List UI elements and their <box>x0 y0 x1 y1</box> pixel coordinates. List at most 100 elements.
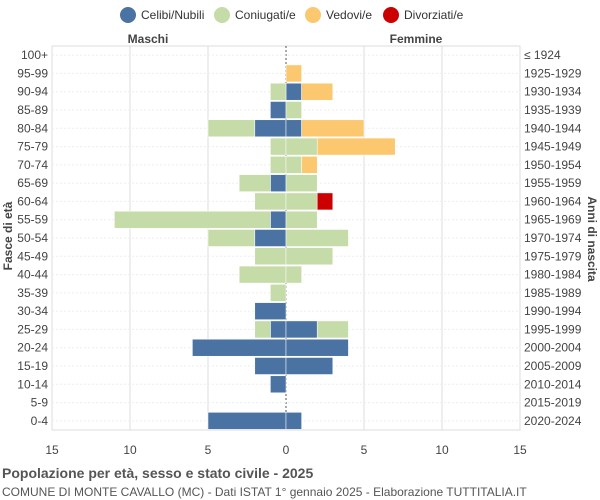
age-group-label: 0-4 <box>31 414 49 428</box>
chart-title: Popolazione per età, sesso e stato civil… <box>2 465 313 481</box>
bar-female-80-84-Celibi/Nubili <box>285 119 302 138</box>
birth-year-label: 1935-1939 <box>524 103 582 117</box>
bar-male-85-89-Celibi/Nubili <box>270 101 287 119</box>
bar-male-50-54-Celibi/Nubili <box>254 229 287 247</box>
legend-item: Coniugati/e <box>214 7 296 23</box>
bars <box>114 64 396 430</box>
bar-female-80-84-Vedovi/e <box>301 119 365 138</box>
x-tick-label: 5 <box>205 443 212 457</box>
birth-year-label: 1965-1969 <box>524 213 582 227</box>
birth-year-label: 1930-1934 <box>524 85 582 99</box>
legend-swatch <box>214 7 230 23</box>
bar-male-65-69-Celibi/Nubili <box>270 174 287 192</box>
age-group-label: 55-59 <box>17 213 48 227</box>
birth-year-label: 2005-2009 <box>524 359 582 373</box>
bar-female-25-29-Coniugati/e <box>316 320 349 339</box>
age-group-label: 70-74 <box>17 158 48 172</box>
bar-female-0-4-Celibi/Nubili <box>285 412 302 430</box>
bar-male-0-4-Celibi/Nubili <box>207 412 287 430</box>
bar-female-75-79-Vedovi/e <box>316 137 396 156</box>
bar-female-90-94-Vedovi/e <box>301 82 334 101</box>
x-tick-label: 0 <box>283 443 290 457</box>
birth-year-label: 2010-2014 <box>524 377 582 391</box>
legend-item: Vedovi/e <box>305 7 372 23</box>
birth-year-label: 1945-1949 <box>524 140 582 154</box>
bar-female-45-49-Coniugati/e <box>285 247 334 266</box>
bar-male-65-69-Coniugati/e <box>238 174 271 192</box>
females-side-label: Femmine <box>390 32 443 46</box>
bar-male-75-79-Coniugati/e <box>270 137 287 156</box>
birth-year-label: 2015-2019 <box>524 396 582 410</box>
bar-female-60-64-Divorziati/e <box>316 192 334 211</box>
bar-male-60-64-Coniugati/e <box>254 192 287 211</box>
birth-year-labels: ≤ 1924 1925-1929 1930-1934 1935-1939 1940-19… <box>524 48 582 428</box>
bar-female-50-54-Coniugati/e <box>285 229 349 247</box>
bar-male-55-59-Coniugati/e <box>114 210 271 229</box>
bar-male-70-74-Coniugati/e <box>270 156 287 174</box>
age-group-label: 35-39 <box>17 286 48 300</box>
x-tick-label: 15 <box>513 443 527 457</box>
bar-female-15-19-Celibi/Nubili <box>285 357 334 375</box>
birth-year-label: 1950-1954 <box>524 158 582 172</box>
bar-male-80-84-Celibi/Nubili <box>254 119 287 138</box>
bar-male-80-84-Coniugati/e <box>207 119 256 138</box>
bar-male-50-54-Coniugati/e <box>207 229 256 247</box>
age-group-label: 25-29 <box>17 322 48 336</box>
age-group-label: 30-34 <box>17 304 48 318</box>
bar-male-30-34-Celibi/Nubili <box>254 302 287 320</box>
legend-swatch <box>383 7 399 23</box>
legend-item: Divorziati/e <box>383 7 464 23</box>
age-group-label: 45-49 <box>17 249 48 263</box>
legend-label: Coniugati/e <box>235 8 296 22</box>
bar-male-55-59-Celibi/Nubili <box>270 210 287 229</box>
age-group-label: 40-44 <box>17 268 48 282</box>
age-group-labels: 100+ 95-99 90-94 85-89 80-84 75-79 70-74 65-69 6… <box>17 48 48 428</box>
x-tick-labels: 15 10 5 0 5 10 15 <box>45 443 527 457</box>
x-tick-label: 5 <box>361 443 368 457</box>
x-tick-label: 10 <box>435 443 449 457</box>
legend-swatch <box>120 7 136 23</box>
x-tick-label: 15 <box>45 443 59 457</box>
birth-year-label: 1975-1979 <box>524 249 582 263</box>
age-group-label: 60-64 <box>17 194 48 208</box>
bar-male-25-29-Coniugati/e <box>254 320 271 339</box>
age-group-label: 100+ <box>21 48 48 62</box>
birth-year-label: 2020-2024 <box>524 414 582 428</box>
bar-female-95-99-Vedovi/e <box>285 64 302 83</box>
legend-swatch <box>305 7 321 23</box>
birth-year-label: 1955-1959 <box>524 176 582 190</box>
bar-male-10-14-Celibi/Nubili <box>270 375 287 394</box>
legend-item: Celibi/Nubili <box>120 7 204 23</box>
x-tick-label: 10 <box>123 443 137 457</box>
bar-female-60-64-Coniugati/e <box>285 192 318 211</box>
bar-female-20-24-Celibi/Nubili <box>285 338 349 357</box>
bar-male-90-94-Coniugati/e <box>270 82 287 101</box>
bar-female-25-29-Celibi/Nubili <box>285 320 318 339</box>
bar-female-85-89-Coniugati/e <box>285 101 302 119</box>
birth-year-label: 2000-2004 <box>524 341 582 355</box>
birth-year-label: 1925-1929 <box>524 66 582 80</box>
bar-male-25-29-Celibi/Nubili <box>270 320 287 339</box>
birth-year-label: 1990-1994 <box>524 304 582 318</box>
bar-female-75-79-Coniugati/e <box>285 137 318 156</box>
bar-male-20-24-Celibi/Nubili <box>192 338 287 357</box>
age-group-label: 10-14 <box>17 377 48 391</box>
birth-year-label: 1985-1989 <box>524 286 582 300</box>
legend-label: Vedovi/e <box>326 8 372 22</box>
age-group-label: 85-89 <box>17 103 48 117</box>
age-group-label: 75-79 <box>17 140 48 154</box>
males-side-label: Maschi <box>128 32 169 46</box>
birth-year-label: 1995-1999 <box>524 322 582 336</box>
age-group-label: 20-24 <box>17 341 48 355</box>
age-group-label: 50-54 <box>17 231 48 245</box>
birth-year-label: 1980-1984 <box>524 268 582 282</box>
legend-label: Celibi/Nubili <box>141 8 204 22</box>
bar-female-70-74-Coniugati/e <box>285 156 302 174</box>
bar-female-65-69-Coniugati/e <box>285 174 318 192</box>
birth-year-label: 1940-1944 <box>524 121 582 135</box>
bar-female-90-94-Celibi/Nubili <box>285 82 302 101</box>
bar-female-55-59-Coniugati/e <box>285 210 318 229</box>
age-group-label: 95-99 <box>17 66 48 80</box>
birth-year-label: 1960-1964 <box>524 194 582 208</box>
